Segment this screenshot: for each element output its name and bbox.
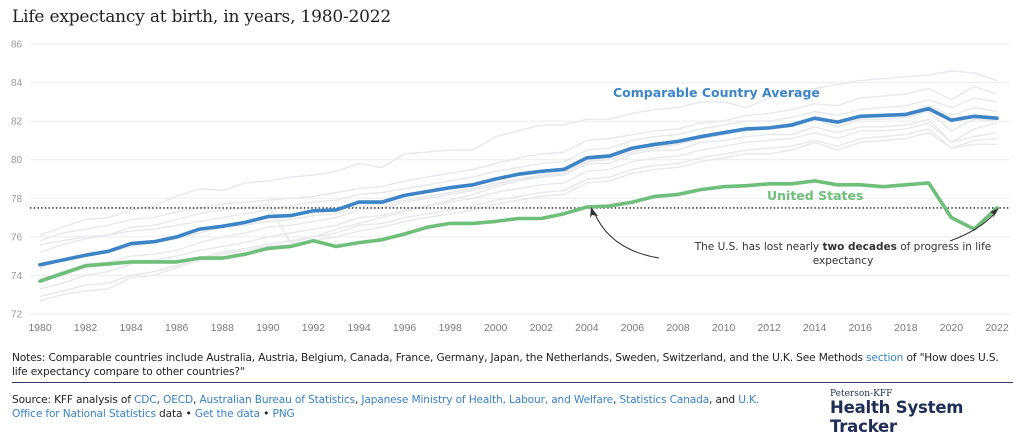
x-tick-label: 2010 — [712, 322, 736, 334]
source-link-uk-ons[interactable]: U.K. Office for National Statistics — [12, 394, 760, 420]
country-line — [39, 70, 998, 236]
x-tick-label: 1986 — [165, 322, 189, 334]
country-line — [39, 122, 998, 290]
notes-text: Notes: Comparable countries include Aust… — [12, 352, 867, 364]
country-line — [39, 131, 997, 302]
source: Source: KFF analysis of CDC, OECD, Austr… — [12, 393, 772, 421]
bullet: • — [259, 408, 273, 420]
x-tick-label: 2014 — [803, 322, 827, 334]
annotation-text-bold: two decades — [822, 241, 896, 253]
united-states-line — [38, 179, 999, 284]
annotation-line-1: The U.S. has lost nearly two decades of … — [694, 241, 992, 253]
logo-big-text: Health System Tracker — [830, 398, 964, 436]
bullet: • — [182, 408, 195, 420]
country-line — [39, 85, 998, 242]
x-tick-label: 2006 — [621, 322, 645, 334]
y-tick-label: 82 — [11, 117, 23, 128]
notes-text-suffix: of "How does U.S. life expectancy compar… — [12, 352, 999, 378]
x-tick-label: 2008 — [666, 322, 690, 334]
y-tick-label: 86 — [11, 40, 23, 51]
y-axis-ticks: 72 74 76 78 80 82 84 86 — [11, 40, 23, 321]
divider — [12, 382, 1013, 383]
annotation-arrow-2004 — [593, 211, 660, 259]
country-line — [39, 97, 998, 253]
get-the-data-link[interactable]: Get the data — [194, 408, 260, 420]
logo-small-text: Peterson-KFF — [830, 389, 893, 399]
y-tick-label: 72 — [11, 310, 23, 321]
annotation-arrowhead-2022 — [990, 208, 999, 218]
country-line — [39, 128, 998, 298]
x-tick-label: 2022 — [985, 322, 1009, 334]
source-link-japan-mhlw[interactable]: Japanese Ministry of Health, Labour, and… — [361, 394, 614, 406]
source-data-word: data — [155, 408, 183, 420]
annotation-text-before: The U.S. has lost nearly — [694, 241, 823, 253]
x-tick-label: 1994 — [347, 322, 371, 334]
y-tick-label: 78 — [11, 194, 23, 205]
separator: , — [156, 394, 164, 406]
comparable-country-lines — [39, 70, 998, 302]
x-tick-label: 2012 — [757, 322, 781, 334]
source-link-oecd[interactable]: OECD — [163, 394, 194, 406]
separator: , — [354, 394, 362, 406]
x-tick-label: 1988 — [211, 322, 235, 334]
source-link-statcan[interactable]: Statistics Canada — [619, 394, 710, 406]
x-tick-label: 1982 — [74, 322, 98, 334]
y-tick-label: 76 — [11, 232, 23, 243]
x-axis-ticks: 1980 1982 1984 1986 1988 1990 1992 1994 1996 1998… — [28, 322, 1009, 334]
line-chart: 72 74 76 78 80 82 84 86 1980 1982 1984 1986 1988 199… — [11, 40, 1010, 334]
annotation-arrow-2022 — [949, 212, 996, 242]
notes: Notes: Comparable countries include Aust… — [12, 351, 1012, 379]
source-prefix: Source: KFF analysis of — [12, 394, 135, 406]
logo[interactable]: Peterson-KFF Health System Tracker — [830, 389, 1024, 436]
country-line — [39, 118, 998, 280]
chart-title: Life expectancy at birth, in years, 1980… — [12, 7, 391, 27]
x-tick-label: 1992 — [302, 322, 326, 334]
annotation-arrowhead-2004 — [590, 207, 598, 218]
x-tick-label: 2000 — [484, 322, 508, 334]
comparable-country-average-line — [38, 106, 999, 267]
series-label-comparable-average: Comparable Country Average — [613, 85, 820, 100]
y-tick-label: 80 — [11, 155, 23, 166]
x-tick-label: 2018 — [894, 322, 918, 334]
main-series-lines — [38, 106, 999, 284]
series-label-united-states: United States — [767, 188, 863, 203]
notes-section-link[interactable]: section — [866, 352, 904, 364]
separator: , — [193, 394, 200, 406]
x-tick-label: 2020 — [940, 322, 964, 334]
x-tick-label: 1984 — [119, 322, 143, 334]
x-tick-label: 2016 — [849, 322, 873, 334]
source-link-cdc[interactable]: CDC — [134, 394, 157, 406]
separator: , and — [709, 394, 739, 406]
x-tick-label: 1998 — [438, 322, 462, 334]
x-tick-label: 1996 — [393, 322, 417, 334]
y-tick-label: 84 — [11, 78, 23, 89]
source-link-abs[interactable]: Australian Bureau of Statistics — [199, 394, 355, 406]
annotation-line-2: expectancy — [813, 255, 874, 267]
x-tick-label: 2002 — [530, 322, 554, 334]
x-tick-label: 1990 — [256, 322, 280, 334]
x-tick-label: 1980 — [28, 322, 52, 334]
annotation: The U.S. has lost nearly two decades of … — [590, 207, 999, 267]
png-link[interactable]: PNG — [272, 408, 295, 420]
annotation-text-after: of progress in life — [897, 241, 991, 253]
separator: , — [613, 394, 620, 406]
y-tick-label: 74 — [11, 271, 23, 282]
x-tick-label: 2004 — [575, 322, 599, 334]
